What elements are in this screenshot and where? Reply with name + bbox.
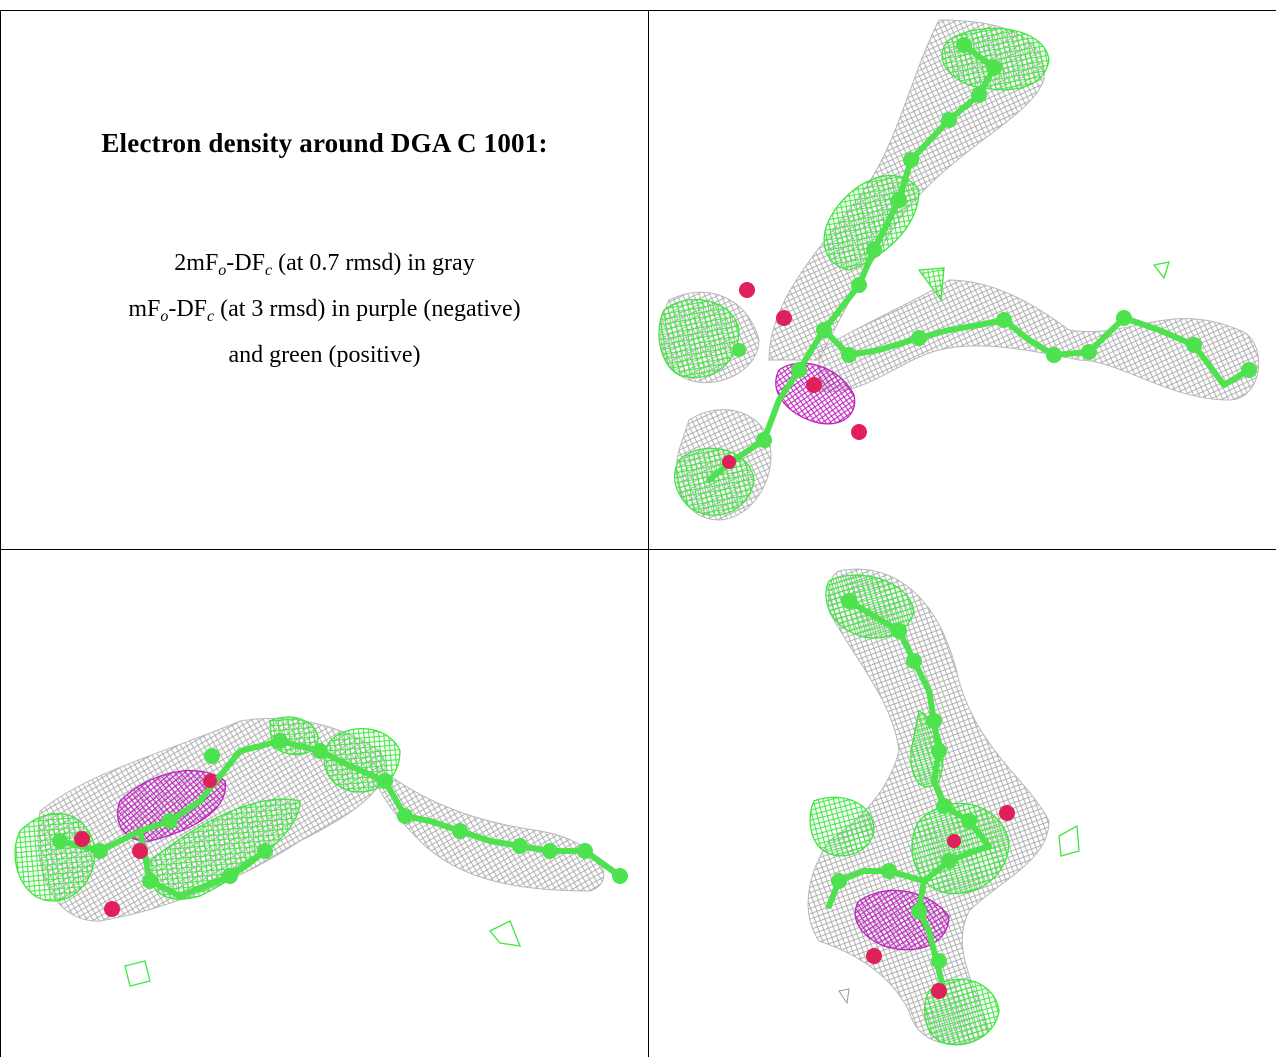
legend-line-gray: 2mFo-DFc (at 0.7 rmsd) in gray — [174, 250, 475, 279]
green-mesh-left-3 — [809, 796, 875, 857]
green-mesh-speck-3 — [1058, 824, 1080, 857]
table-border-top — [0, 10, 1276, 11]
legend-line-positive: and green (positive) — [228, 342, 421, 368]
density-render-2 — [14, 716, 628, 987]
purple-mesh-2 — [117, 769, 226, 842]
bond-branch-2 — [137, 828, 268, 899]
oxygen-atoms-view-1 — [722, 282, 867, 469]
green-mesh-speck — [1152, 261, 1170, 280]
bond-chain-lower — [821, 315, 1252, 388]
table-divider-vertical — [648, 10, 649, 1057]
gray-speck-3 — [838, 988, 850, 1005]
gray-mesh-lower-chain — [818, 279, 1260, 401]
density-view-1 — [649, 0, 1276, 551]
bond-branch-3 — [826, 868, 927, 909]
bond-chain-3 — [846, 598, 992, 994]
figure-heading: Electron density around DGA C 1001: — [101, 128, 548, 158]
green-mesh-small-peak — [917, 267, 945, 302]
table-border-left — [0, 10, 1, 1057]
green-mesh-body-2 — [148, 798, 301, 900]
oxygen-atoms-view-2 — [74, 774, 217, 917]
carbon-atoms-view-2 — [52, 733, 628, 889]
caption-cell: Electron density around DGA C 1001: 2mFo… — [0, 0, 649, 551]
legend-text: 2mFo-DFc (at 0.7 rmsd) in gray mFo-DFc (… — [0, 244, 649, 374]
green-mesh-speck-2a — [488, 920, 522, 947]
legend-line-difference: mFo-DFc (at 3 rmsd) in purple (negative) — [128, 296, 521, 325]
density-render-3 — [807, 568, 1080, 1046]
green-mesh-left — [658, 298, 740, 379]
oxygen-atoms-view-3 — [866, 805, 1015, 999]
density-view-2 — [0, 551, 649, 1057]
carbon-atoms-view-3 — [831, 593, 977, 969]
gray-mesh-tail-2 — [369, 759, 605, 892]
green-mesh-speck-2b — [124, 960, 151, 987]
table-divider-horizontal — [0, 549, 1276, 550]
carbon-atoms-view-1 — [732, 37, 1257, 448]
density-view-3 — [649, 551, 1276, 1057]
density-render-1 — [658, 19, 1260, 521]
